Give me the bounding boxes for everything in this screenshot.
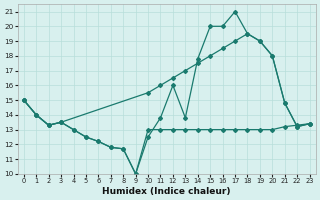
X-axis label: Humidex (Indice chaleur): Humidex (Indice chaleur) <box>102 187 231 196</box>
